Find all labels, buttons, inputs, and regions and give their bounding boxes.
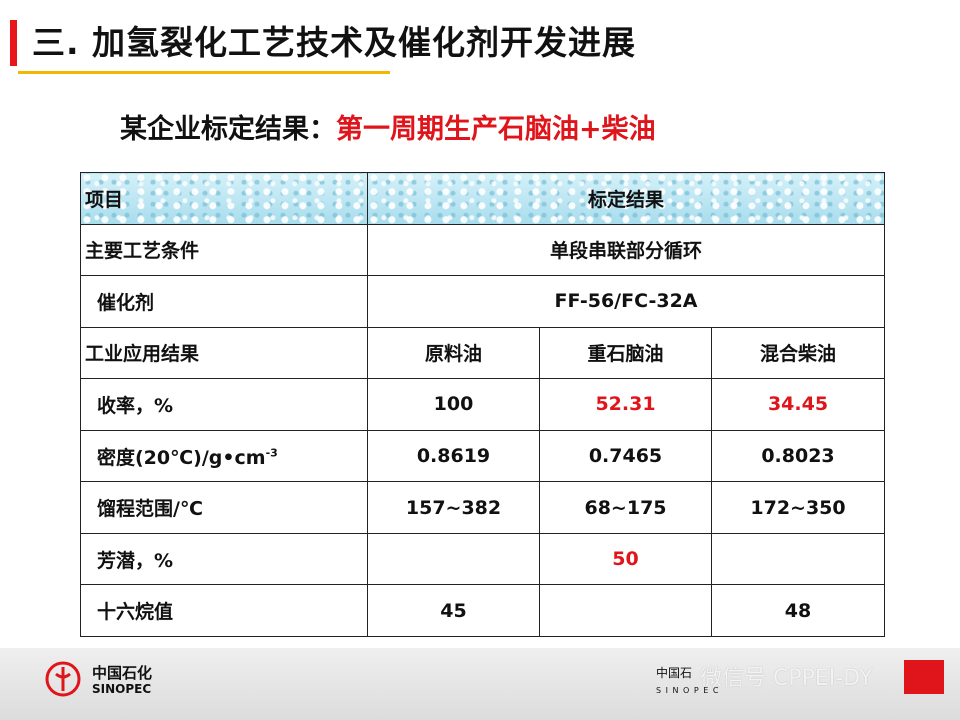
column-header-mixed-diesel: 混合柴油 bbox=[711, 326, 885, 380]
column-header-feed: 原料油 bbox=[367, 326, 540, 380]
row-label: 馏程范围/℃ bbox=[80, 481, 368, 534]
cell-feed: 45 bbox=[367, 584, 540, 637]
row-label: 十六烷值 bbox=[80, 584, 368, 637]
cell-feed: 100 bbox=[367, 378, 540, 431]
subtitle-lead: 某企业标定结果： bbox=[120, 114, 336, 145]
row-label: 工业应用结果 bbox=[80, 326, 368, 380]
table-row: 馏程范围/℃ 157~382 68~175 172~350 bbox=[80, 481, 885, 534]
cell-heavy-naphtha: 50 bbox=[539, 532, 712, 586]
sinopec-logo-icon bbox=[45, 661, 81, 697]
cell-mixed-diesel bbox=[711, 532, 885, 586]
cell-mixed-diesel: 34.45 bbox=[711, 378, 885, 431]
cell-mixed-diesel: 48 bbox=[711, 584, 885, 637]
page-title: 三. 加氢裂化工艺技术及催化剂开发进展 bbox=[32, 23, 637, 62]
cell-feed: 0.8619 bbox=[367, 429, 540, 483]
row-value: FF-56/FC-32A bbox=[367, 275, 885, 328]
row-label: 主要工艺条件 bbox=[80, 223, 368, 277]
institute-english-name: S I N O P E C bbox=[656, 686, 720, 695]
table-row: 工业应用结果 原料油 重石脑油 混合柴油 bbox=[80, 326, 885, 380]
title-underline bbox=[18, 71, 390, 74]
cell-feed: 157~382 bbox=[367, 481, 540, 534]
header-result-cell: 标定结果 bbox=[367, 172, 885, 225]
logo-chinese-name: 中国石化 bbox=[92, 664, 153, 682]
subtitle: 某企业标定结果：第一周期生产石脑油+柴油 bbox=[120, 108, 656, 152]
row-label: 密度(20℃)/g•cm-3 bbox=[80, 429, 368, 483]
subtitle-highlight: 第一周期生产石脑油+柴油 bbox=[336, 114, 656, 145]
cell-heavy-naphtha bbox=[539, 584, 712, 637]
table-row: 主要工艺条件 单段串联部分循环 bbox=[80, 223, 885, 277]
cell-mixed-diesel: 0.8023 bbox=[711, 429, 885, 483]
header-item-cell: 项目 bbox=[80, 172, 368, 225]
table-row: 催化剂 FF-56/FC-32A bbox=[80, 275, 885, 328]
institute-chinese-name: 中国石 bbox=[656, 666, 693, 680]
table-row: 十六烷值 45 48 bbox=[80, 584, 885, 637]
title-accent-bar bbox=[10, 20, 17, 66]
table-row: 密度(20℃)/g•cm-3 0.8619 0.7465 0.8023 bbox=[80, 429, 885, 483]
density-exponent: -3 bbox=[265, 446, 278, 460]
cell-mixed-diesel: 172~350 bbox=[711, 481, 885, 534]
table-row: 收率，% 100 52.31 34.45 bbox=[80, 378, 885, 431]
corner-red-block bbox=[904, 660, 944, 694]
row-label: 催化剂 bbox=[80, 275, 368, 328]
logo-english-name: SINOPEC bbox=[92, 682, 152, 696]
table-header-row: 项目 标定结果 bbox=[80, 172, 885, 225]
cell-feed bbox=[367, 532, 540, 586]
wechat-watermark: 微信号 CPPEI-DY bbox=[700, 666, 873, 691]
results-table: 项目 标定结果 主要工艺条件 单段串联部分循环 催化剂 FF-56/FC-32A… bbox=[80, 172, 885, 637]
row-label: 收率，% bbox=[80, 378, 368, 431]
cell-heavy-naphtha: 52.31 bbox=[539, 378, 712, 431]
cell-heavy-naphtha: 68~175 bbox=[539, 481, 712, 534]
cell-heavy-naphtha: 0.7465 bbox=[539, 429, 712, 483]
row-value: 单段串联部分循环 bbox=[367, 223, 885, 277]
column-header-heavy-naphtha: 重石脑油 bbox=[539, 326, 712, 380]
footer-bar bbox=[0, 648, 960, 720]
table-row: 芳潜，% 50 bbox=[80, 532, 885, 586]
density-label: 密度(20℃)/g•cm bbox=[97, 446, 266, 469]
row-label: 芳潜，% bbox=[80, 532, 368, 586]
